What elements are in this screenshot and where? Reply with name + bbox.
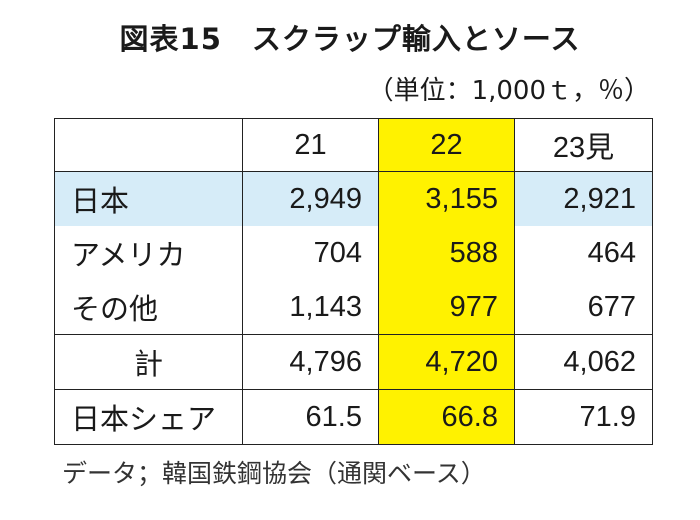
table-cell: 3,155 [378,171,515,226]
table-cell: 4,062 [514,334,653,390]
row-label: 計 [54,334,243,390]
table-cell: 977 [378,280,515,335]
table-cell: 677 [514,280,653,335]
header-cell-21: 21 [242,118,379,172]
table-row-total: 計 4,796 4,720 4,062 [54,334,653,390]
row-label: その他 [54,280,243,335]
header-cell-empty [54,118,243,172]
table-cell: 704 [242,226,379,280]
table-row-other: その他 1,143 977 677 [54,280,653,335]
source-note: データ；韓国鉄鋼協会（通関ベース） [62,459,486,488]
table-cell: 71.9 [514,389,653,445]
row-label: アメリカ [54,226,243,280]
scrap-import-table: 21 22 23見 日本 2,949 3,155 2,921 アメリカ 704 … [54,118,653,445]
row-label: 日本 [54,171,243,226]
header-row: 21 22 23見 [54,118,653,172]
table-row-japan-share: 日本シェア 61.5 66.8 71.9 [54,389,653,445]
table-cell: 4,720 [378,334,515,390]
table-cell: 2,921 [514,171,653,226]
unit-note: （単位：1,000ｔ，％） [367,76,650,106]
table-row-japan: 日本 2,949 3,155 2,921 [54,171,653,226]
header-cell-23: 23見 [514,118,653,172]
table-cell: 588 [378,226,515,280]
table-cell: 2,949 [242,171,379,226]
table-cell: 61.5 [242,389,379,445]
row-label: 日本シェア [54,389,243,445]
table-cell: 66.8 [378,389,515,445]
page-title: 図表15 スクラップ輸入とソース [119,22,581,56]
table-cell: 1,143 [242,280,379,335]
header-cell-22: 22 [378,118,515,172]
table-cell: 4,796 [242,334,379,390]
table-cell: 464 [514,226,653,280]
table-row-america: アメリカ 704 588 464 [54,226,653,280]
